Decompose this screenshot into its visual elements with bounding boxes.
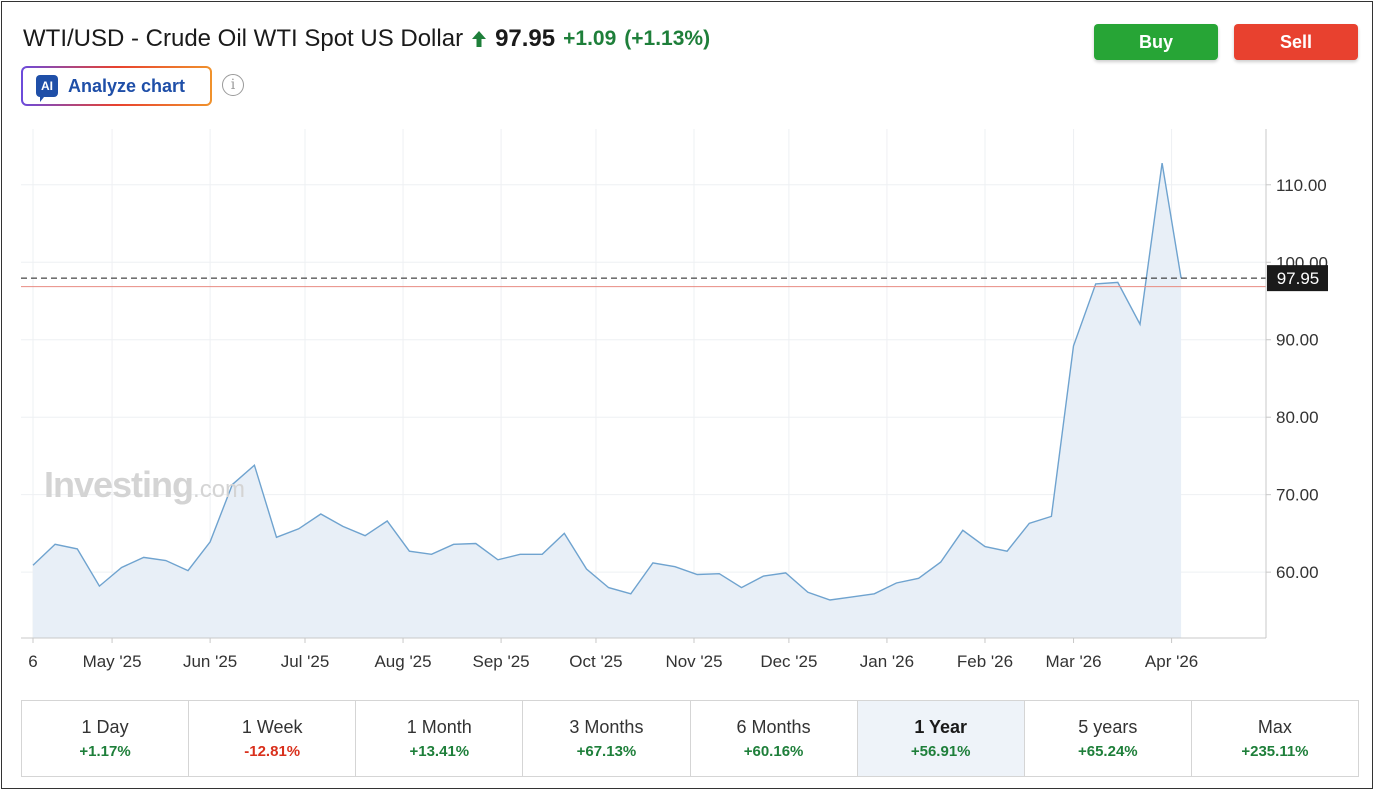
period-tab-max[interactable]: Max +235.11%	[1191, 701, 1358, 776]
y-tick-label: 70.00	[1276, 486, 1319, 505]
x-tick-label: Mar '26	[1045, 652, 1101, 671]
buy-button[interactable]: Buy	[1094, 24, 1218, 60]
analyze-chart-button[interactable]: AI Analyze chart	[21, 66, 212, 106]
period-label: 1 Week	[241, 717, 303, 737]
period-label: 1 Year	[914, 717, 968, 737]
period-change: +67.13%	[576, 743, 637, 760]
x-tick-label: Aug '25	[374, 652, 431, 671]
period-label: 1 Day	[81, 717, 129, 737]
period-label: 3 Months	[569, 717, 644, 737]
y-tick-label: 110.00	[1276, 176, 1327, 195]
y-tick-label: 80.00	[1276, 408, 1319, 427]
period-label: 5 years	[1078, 717, 1138, 737]
x-tick-label: Jun '25	[183, 652, 237, 671]
y-tick-label: 90.00	[1276, 331, 1319, 350]
x-tick-label: Dec '25	[760, 652, 817, 671]
info-icon[interactable]: i	[222, 74, 244, 96]
arrow-up-icon	[472, 31, 487, 47]
period-tab-1-day[interactable]: 1 Day +1.17%	[22, 701, 190, 776]
price-change: +1.09	[563, 27, 617, 50]
price-tag-label: 97.95	[1277, 269, 1320, 288]
x-tick-label: Oct '25	[569, 652, 622, 671]
period-change: +65.24%	[1077, 743, 1138, 760]
price-change-percent: (+1.13%)	[624, 27, 711, 50]
x-tick-label: 6	[28, 652, 37, 671]
period-label: 6 Months	[736, 717, 811, 737]
period-change: -12.81%	[244, 743, 301, 760]
period-label: Max	[1257, 717, 1292, 737]
period-tab-5-years[interactable]: 5 years +65.24%	[1024, 701, 1192, 776]
period-label: 1 Month	[406, 717, 472, 737]
instrument-name: WTI/USD - Crude Oil WTI Spot US Dollar	[23, 25, 464, 52]
chart-axes	[21, 129, 1267, 639]
price-points	[32, 162, 1183, 601]
y-tick-label: 60.00	[1276, 563, 1319, 582]
price-tag-box	[1267, 265, 1328, 292]
period-change: +13.41%	[409, 743, 470, 760]
price-line	[32, 162, 1182, 601]
x-tick-label: Feb '26	[957, 652, 1013, 671]
period-tab-6-months[interactable]: 6 Months +60.16%	[690, 701, 858, 776]
period-tab-1-week[interactable]: 1 Week -12.81%	[189, 701, 357, 776]
x-tick-label: Apr '26	[1145, 652, 1198, 671]
sell-button[interactable]: Sell	[1234, 24, 1358, 60]
current-price-tag: 97.95	[1267, 265, 1328, 292]
quote-header: WTI/USD - Crude Oil WTI Spot US Dollar 9…	[23, 24, 710, 54]
analyze-chart-label: Analyze chart	[68, 75, 186, 96]
price-area-fill	[33, 163, 1182, 638]
x-tick-label: Jul '25	[281, 652, 330, 671]
x-tick-label: May '25	[83, 652, 142, 671]
period-selector: 1 Day +1.17% 1 Week -12.81% 1 Month +13.41% 3 …	[21, 700, 1359, 777]
period-change: +60.16%	[743, 743, 804, 760]
x-axis-labels: 6 May '25 Jun '25 Jul '25 Aug '25 Sep '25 Oct …	[28, 638, 1198, 671]
period-tab-1-month[interactable]: 1 Month +13.41%	[356, 701, 524, 776]
x-tick-label: Jan '26	[860, 652, 914, 671]
period-change: +56.91%	[910, 743, 971, 760]
period-change: +235.11%	[1241, 743, 1309, 760]
period-tab-3-months[interactable]: 3 Months +67.13%	[523, 701, 691, 776]
period-tab-1-year[interactable]: 1 Year +56.91%	[857, 701, 1025, 776]
x-tick-label: Sep '25	[473, 652, 530, 671]
last-price: 97.95	[495, 25, 556, 52]
period-change: +1.17%	[79, 743, 131, 760]
ai-icon: AI	[36, 75, 58, 102]
x-tick-label: Nov '25	[665, 652, 722, 671]
